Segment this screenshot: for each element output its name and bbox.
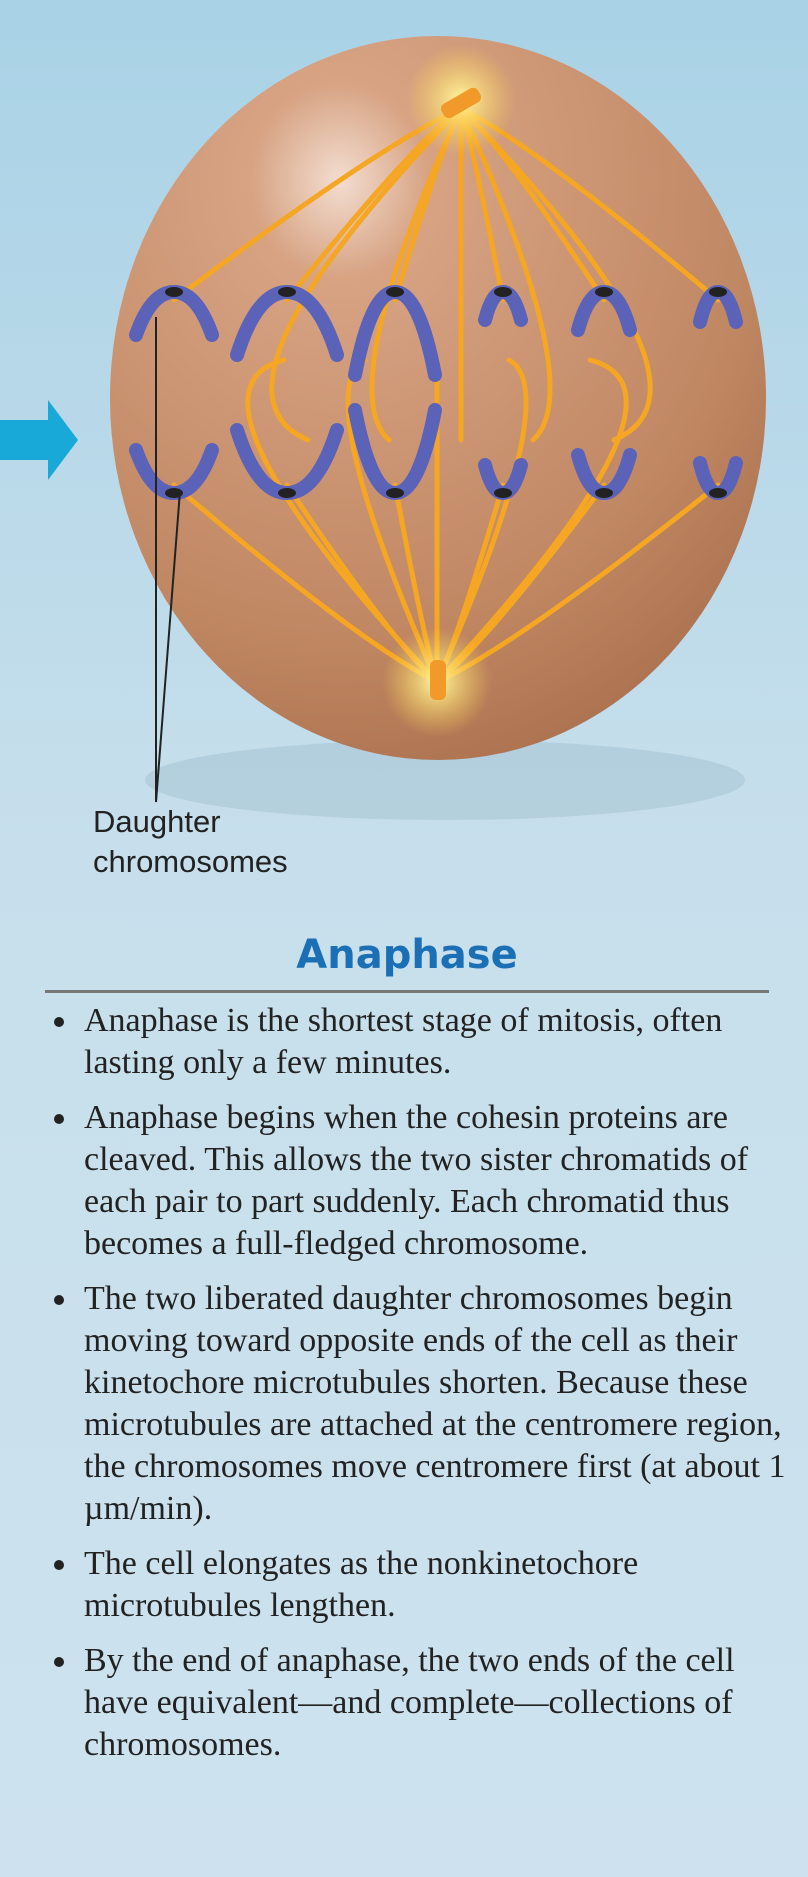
microtubule	[269, 105, 464, 443]
bullet: Anaphase is the shortest stage of mitosi…	[54, 1000, 790, 1084]
bullet-list: Anaphase is the shortest stage of mitosi…	[0, 1000, 790, 1779]
kinetochore	[278, 488, 296, 498]
kinetochore	[278, 287, 296, 297]
kinetochore	[595, 488, 613, 498]
label: chromosomes	[93, 844, 288, 879]
kinetochore	[165, 287, 183, 297]
arrow	[0, 400, 78, 480]
bullet: Anaphase begins when the cohesin protein…	[54, 1097, 790, 1265]
kinetochore	[709, 488, 727, 498]
label: Daughter	[93, 804, 221, 839]
rule	[45, 990, 769, 993]
bullet: By the end of anaphase, the two ends of …	[54, 1640, 790, 1766]
microtubule	[434, 357, 629, 685]
leader-line	[155, 317, 181, 803]
kinetochore	[494, 287, 512, 297]
kinetochore	[709, 287, 727, 297]
kinetochore	[494, 488, 512, 498]
kinetochore	[165, 488, 183, 498]
centriole	[441, 87, 481, 119]
bullet: The cell elongates as the nonkinetochore…	[54, 1543, 790, 1627]
bullet: The two liberated daughter chromosomes b…	[54, 1278, 790, 1530]
kinetochore	[386, 287, 404, 297]
shadow	[145, 740, 745, 820]
section-title: Anaphase	[296, 932, 518, 978]
centriole	[430, 660, 446, 700]
kinetochore	[386, 488, 404, 498]
microtubule	[245, 357, 440, 685]
mitosis-diagram: Daughter chromosomes	[0, 36, 766, 879]
microtubule	[434, 357, 529, 685]
chromosomes	[129, 284, 743, 501]
microtubule	[369, 105, 464, 443]
microtubule	[458, 105, 553, 443]
kinetochore	[595, 287, 613, 297]
